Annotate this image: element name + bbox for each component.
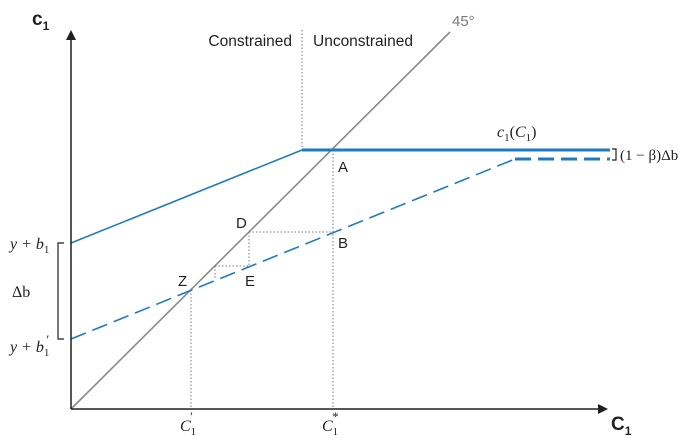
- consumption-function-solid: [70, 148, 610, 244]
- gap-bracket-left: [57, 242, 64, 340]
- gap-bracket-right: [612, 148, 617, 161]
- region-label-unconstrained: Unconstrained: [313, 33, 413, 50]
- bracket-label: (1 − β)Δb: [620, 148, 678, 164]
- y-axis-label: c1: [32, 9, 50, 33]
- x-tick-right: C1*: [322, 409, 339, 438]
- point-label-e: E: [245, 273, 255, 290]
- point-label-d: D: [236, 215, 247, 232]
- curve-label: c1(C1): [497, 124, 536, 144]
- diagonal-label: 45°: [452, 13, 475, 30]
- diagonal-45-line: [70, 31, 451, 410]
- point-label-b: B: [338, 235, 348, 252]
- point-label-z: Z: [178, 273, 187, 290]
- consumption-function-dashed: [70, 157, 610, 340]
- y-gap-label: Δb: [12, 284, 30, 301]
- x-axis-label: C1: [611, 414, 632, 438]
- y-tick-upper: y + b1: [8, 236, 49, 256]
- guide-lines: [190, 150, 334, 409]
- y-tick-lower: y + b1′: [8, 332, 49, 359]
- region-label-constrained: Constrained: [208, 33, 292, 50]
- point-label-a: A: [338, 159, 348, 176]
- x-tick-left: C1′: [180, 409, 196, 438]
